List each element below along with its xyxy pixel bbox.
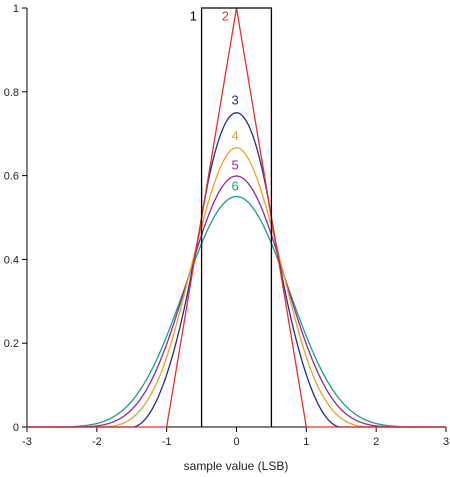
- x-tick-label: 1: [303, 436, 309, 448]
- x-tick-label: 0: [233, 436, 239, 448]
- series-label-6: 6: [231, 178, 238, 193]
- series-line-5: [27, 175, 446, 428]
- x-tick-label: -2: [92, 436, 102, 448]
- series-line-2: [27, 7, 446, 428]
- series-label-1: 1: [190, 9, 197, 24]
- x-tick-label: -3: [22, 436, 32, 448]
- series-label-5: 5: [231, 157, 238, 172]
- series-label-3: 3: [231, 92, 238, 107]
- x-tick-label: 2: [373, 436, 379, 448]
- y-tick-label: 0.4: [4, 254, 19, 266]
- x-axis-label: sample value (LSB): [184, 459, 289, 473]
- y-tick-label: 0.8: [4, 87, 19, 99]
- series-line-6: [27, 195, 446, 428]
- y-tick-label: 0: [13, 422, 19, 434]
- y-tick-label: 0.6: [4, 171, 19, 183]
- plot-area: -3 -2 -1 0 1 2 3 0 0.2 0.4 0.6 0.8 1 1 2 3 4 5 6: [4, 3, 449, 448]
- series-line-1: [200, 7, 273, 427]
- series-label-4: 4: [231, 128, 238, 143]
- y-tick-label: 0.2: [4, 338, 19, 350]
- series-label-2: 2: [222, 9, 229, 24]
- x-tick-label: 3: [443, 436, 449, 448]
- y-tick-label: 1: [13, 3, 19, 15]
- x-tick-label: -1: [162, 436, 172, 448]
